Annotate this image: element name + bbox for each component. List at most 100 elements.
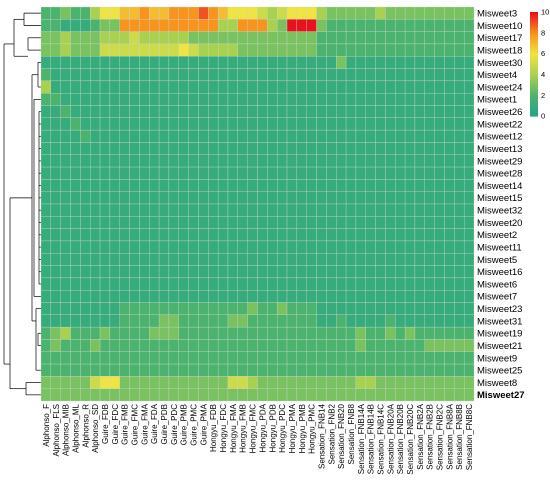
heatmap-cell bbox=[277, 253, 288, 266]
heatmap-cell bbox=[385, 56, 396, 69]
heatmap-cell bbox=[119, 326, 130, 340]
heatmap-cell bbox=[336, 351, 347, 365]
heatmap-cell bbox=[149, 129, 160, 143]
heatmap-cell bbox=[365, 43, 376, 57]
heatmap-cell bbox=[99, 117, 111, 131]
heatmap-cell bbox=[198, 203, 209, 217]
heatmap-cell bbox=[463, 129, 475, 143]
heatmap-cell bbox=[395, 376, 406, 389]
heatmap-cell bbox=[109, 302, 120, 315]
heatmap-cell bbox=[257, 228, 268, 242]
heatmap-cell bbox=[168, 290, 179, 303]
row-label: Misweet25 bbox=[477, 366, 522, 377]
heatmap-cell bbox=[50, 56, 61, 69]
heatmap-cell bbox=[355, 105, 366, 118]
heatmap-cell bbox=[247, 376, 258, 389]
heatmap-cell bbox=[50, 142, 61, 155]
heatmap-cell bbox=[208, 388, 219, 402]
heatmap-cell bbox=[129, 363, 140, 377]
heatmap-cell bbox=[306, 376, 317, 389]
heatmap-cell bbox=[336, 80, 347, 94]
heatmap-cell bbox=[404, 19, 416, 32]
heatmap-cell bbox=[227, 19, 238, 32]
heatmap-cell bbox=[40, 388, 52, 402]
heatmap-cell bbox=[227, 216, 238, 229]
heatmap-cell bbox=[119, 265, 130, 279]
heatmap-cell bbox=[375, 265, 386, 279]
heatmap-cell bbox=[395, 339, 406, 352]
heatmap-cell bbox=[80, 43, 91, 57]
heatmap-cell bbox=[90, 43, 101, 57]
heatmap-cell bbox=[424, 43, 435, 57]
heatmap-cell bbox=[188, 142, 199, 155]
heatmap-cell bbox=[463, 6, 475, 20]
heatmap-cell bbox=[217, 31, 229, 45]
heatmap-cell bbox=[119, 129, 130, 143]
heatmap-cell bbox=[395, 277, 406, 291]
heatmap-cell bbox=[99, 240, 111, 254]
heatmap-cell bbox=[227, 388, 238, 402]
heatmap-cell bbox=[444, 388, 455, 402]
heatmap-cell bbox=[286, 154, 298, 168]
heatmap-cell bbox=[129, 253, 140, 266]
heatmap-cell bbox=[237, 314, 248, 328]
heatmap-cell bbox=[168, 80, 179, 94]
heatmap-cell bbox=[237, 351, 248, 365]
heatmap-cell bbox=[434, 216, 445, 229]
heatmap-cell bbox=[178, 314, 189, 328]
heatmap-cell bbox=[109, 339, 120, 352]
heatmap-cell bbox=[296, 302, 307, 315]
heatmap-cell bbox=[149, 228, 160, 242]
heatmap-cell bbox=[463, 290, 475, 303]
column-label: Guire_FMB bbox=[121, 404, 130, 445]
heatmap-cell bbox=[257, 166, 268, 180]
heatmap-cell bbox=[40, 363, 52, 377]
heatmap-cell bbox=[365, 240, 376, 254]
column-label: Sensation_FNB14A bbox=[357, 403, 366, 474]
heatmap-cell bbox=[139, 129, 150, 143]
heatmap-cell bbox=[119, 314, 130, 328]
row-label: Misweet32 bbox=[477, 206, 522, 217]
heatmap-cell bbox=[119, 228, 130, 242]
heatmap-cell bbox=[395, 56, 406, 69]
heatmap-cell bbox=[109, 290, 120, 303]
heatmap-cell bbox=[227, 154, 238, 168]
heatmap-cell bbox=[375, 56, 386, 69]
heatmap-cell bbox=[40, 80, 52, 94]
heatmap-cell bbox=[286, 302, 298, 315]
heatmap-cell bbox=[119, 191, 130, 205]
heatmap-cell bbox=[286, 290, 298, 303]
heatmap-cell bbox=[336, 277, 347, 291]
heatmap-cell bbox=[227, 314, 238, 328]
heatmap-cell bbox=[286, 228, 298, 242]
heatmap-cell bbox=[316, 376, 327, 389]
heatmap-cell bbox=[345, 290, 357, 303]
heatmap-cell bbox=[395, 6, 406, 20]
heatmap-cell bbox=[267, 6, 278, 20]
heatmap-cell bbox=[355, 80, 366, 94]
heatmap-cell bbox=[385, 203, 396, 217]
heatmap-cell bbox=[227, 290, 238, 303]
heatmap-cell bbox=[424, 179, 435, 192]
column-label: Sensation_FNB20A bbox=[386, 403, 395, 474]
heatmap-cell bbox=[316, 228, 327, 242]
heatmap-cell bbox=[90, 363, 101, 377]
heatmap-cell bbox=[345, 203, 357, 217]
legend-tick-label: 6 bbox=[541, 49, 545, 58]
heatmap-cell bbox=[444, 19, 455, 32]
heatmap-cell bbox=[178, 31, 189, 45]
heatmap-cell bbox=[208, 351, 219, 365]
heatmap-cell bbox=[198, 240, 209, 254]
heatmap-cell bbox=[139, 179, 150, 192]
legend-swatch bbox=[530, 60, 538, 63]
legend-swatch bbox=[530, 44, 538, 48]
heatmap-cell bbox=[444, 191, 455, 205]
heatmap-cell bbox=[336, 93, 347, 106]
row-label: Misweet5 bbox=[477, 255, 517, 266]
heatmap-cell bbox=[326, 290, 337, 303]
heatmap-cell bbox=[336, 265, 347, 279]
heatmap-cell bbox=[306, 314, 317, 328]
heatmap-cell bbox=[227, 43, 238, 57]
column-label: Guire_FDB bbox=[101, 404, 110, 444]
heatmap-cell bbox=[463, 351, 475, 365]
